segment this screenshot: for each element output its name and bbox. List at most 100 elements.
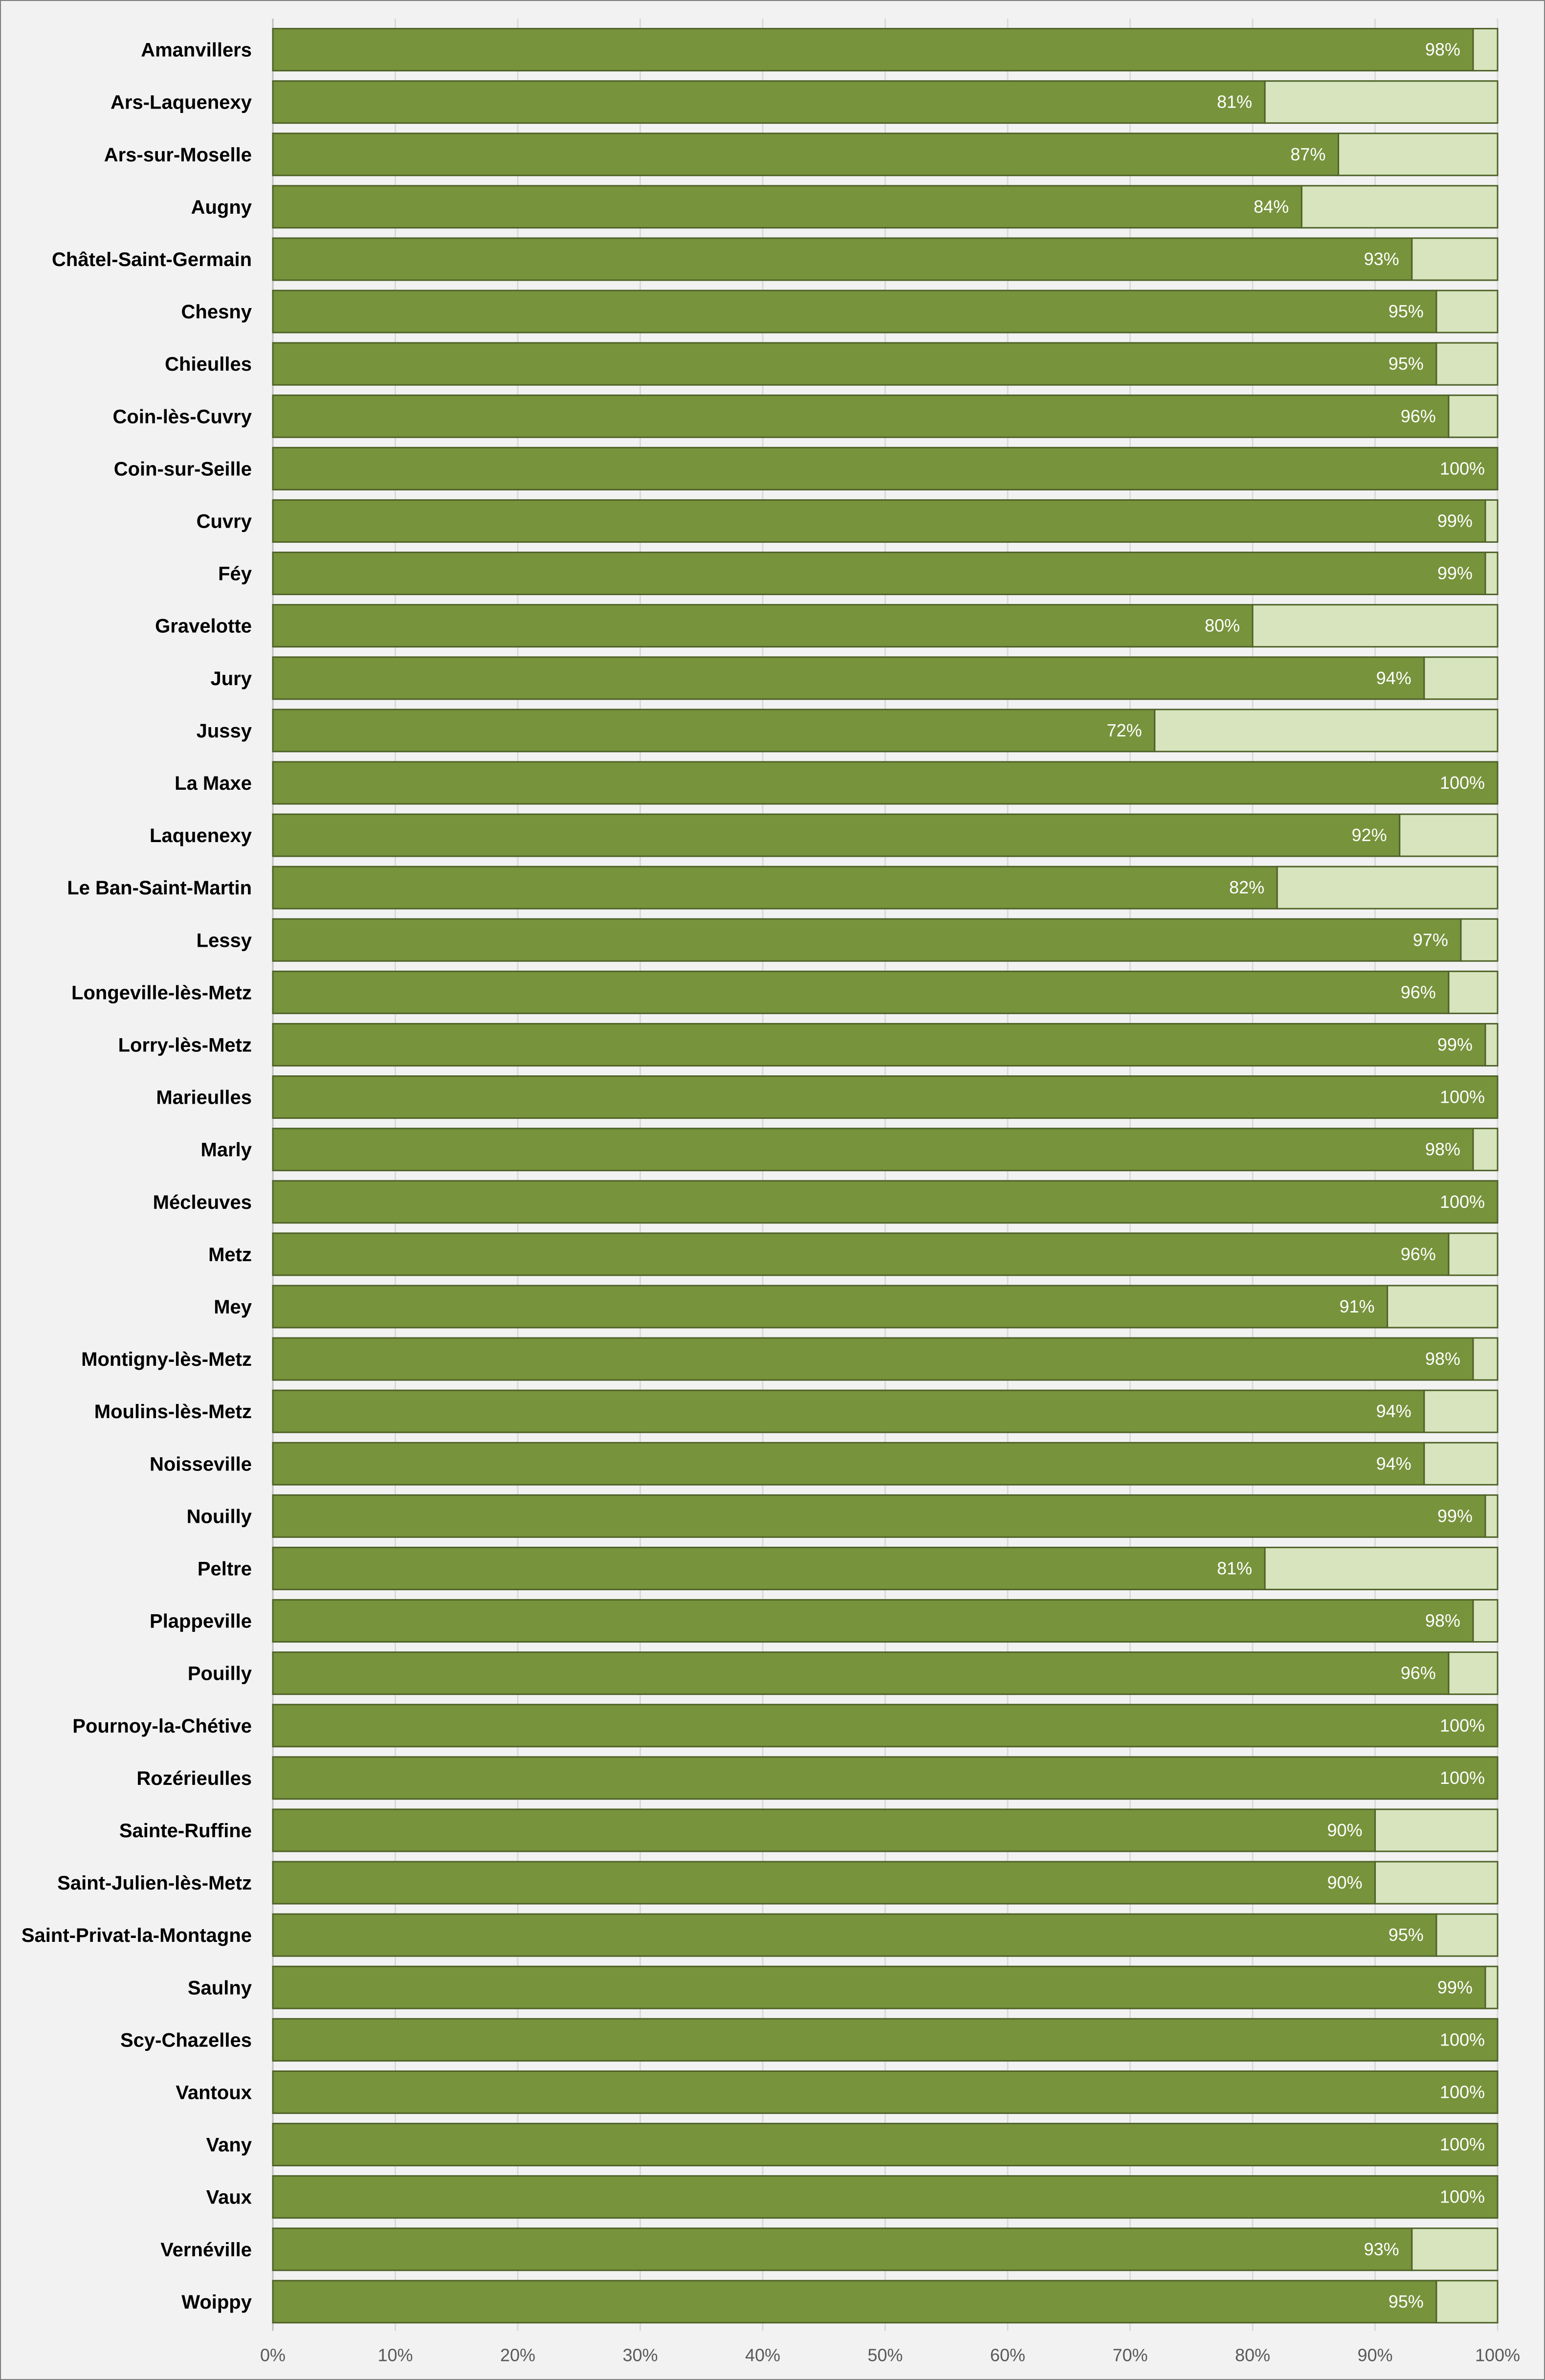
bar-value	[272, 2280, 1437, 2324]
bar-value	[272, 761, 1499, 805]
data-label: 96%	[1401, 982, 1436, 1002]
data-label: 95%	[1389, 301, 1424, 321]
data-label: 91%	[1339, 1296, 1374, 1316]
data-label: 80%	[1205, 616, 1240, 636]
bar-value	[272, 28, 1474, 72]
bar-row: 84%	[272, 185, 1499, 229]
bar-value	[272, 2123, 1499, 2167]
bar-value	[272, 1389, 1425, 1433]
data-label: 98%	[1425, 1139, 1460, 1159]
bar-remainder	[1472, 1337, 1499, 1381]
data-label: 97%	[1413, 930, 1448, 950]
category-label: Rozérieulles	[136, 1768, 252, 1789]
bar-row: 100%	[272, 446, 1499, 490]
bar-value	[272, 1808, 1376, 1852]
x-tick-label: 0%	[260, 2345, 286, 2365]
bar-row: 82%	[272, 866, 1499, 910]
category-label: Longeville-lès-Metz	[71, 982, 252, 1003]
category-labels: Amanvillers Ars-Laquenexy Ars-sur-Moselle A…	[22, 40, 252, 2313]
x-axis-ticks: 0% 10% 20% 30% 40% 50% 60% 70% 80% 90% 100%	[260, 2345, 1520, 2365]
data-label: 100%	[1440, 2135, 1485, 2155]
bar-row: 95%	[272, 1913, 1499, 1957]
bar-value	[272, 342, 1437, 386]
bar-row: 98%	[272, 28, 1499, 72]
bar-row: 94%	[272, 1389, 1499, 1433]
data-label: 96%	[1401, 1663, 1436, 1683]
bar-remainder	[1484, 1023, 1499, 1067]
bar-value	[272, 813, 1401, 857]
category-label: Pouilly	[188, 1663, 252, 1685]
bar-value	[272, 1337, 1474, 1381]
bar-value	[272, 1965, 1486, 2009]
bar-value	[272, 1913, 1437, 1957]
bar-remainder	[1423, 1389, 1499, 1433]
category-label: Chieulles	[165, 354, 252, 375]
data-label: 94%	[1376, 1453, 1412, 1473]
data-label: 99%	[1437, 1506, 1473, 1526]
category-label: Ars-sur-Moselle	[104, 144, 252, 166]
bar-value	[272, 1861, 1376, 1905]
bar-row: 96%	[272, 1232, 1499, 1276]
category-label: Pournoy-la-Chétive	[72, 1715, 252, 1737]
x-tick-label: 80%	[1235, 2345, 1270, 2365]
category-label: Marly	[201, 1139, 252, 1161]
bars: 98% 81% 87% 84% 93% 95% 95% 96% 100% 99% 99% 80% 94%…	[272, 28, 1499, 2324]
category-label: Chesny	[181, 301, 252, 323]
bar-value	[272, 446, 1499, 490]
bar-remainder	[1374, 1808, 1499, 1852]
bar-row: 72%	[272, 709, 1499, 753]
data-label: 72%	[1107, 720, 1142, 740]
bar-remainder	[1460, 918, 1499, 962]
bar-value	[272, 2227, 1413, 2271]
data-label: 95%	[1389, 2291, 1424, 2312]
bar-value	[272, 185, 1302, 229]
bar-value	[272, 394, 1450, 438]
bar-row: 81%	[272, 80, 1499, 124]
bar-remainder	[1472, 1128, 1499, 1172]
category-label: Féy	[218, 563, 252, 585]
bar-value	[272, 552, 1486, 596]
data-label: 98%	[1425, 1611, 1460, 1631]
data-label: 100%	[1440, 2082, 1485, 2102]
bar-row: 100%	[272, 2175, 1499, 2219]
data-label: 81%	[1217, 1558, 1252, 1578]
bar-remainder	[1435, 1913, 1499, 1957]
bar-remainder	[1399, 813, 1499, 857]
bar-remainder	[1448, 394, 1499, 438]
bar-value	[272, 1599, 1474, 1643]
data-label: 81%	[1217, 92, 1252, 112]
bar-value	[272, 289, 1437, 334]
bar-row: 100%	[272, 2070, 1499, 2114]
bar-row: 100%	[272, 1075, 1499, 1119]
bar-value	[272, 1546, 1266, 1590]
data-label: 94%	[1376, 1401, 1412, 1421]
data-label: 100%	[1440, 1087, 1485, 1107]
bar-remainder	[1448, 1651, 1499, 1695]
bar-remainder	[1374, 1861, 1499, 1905]
data-label: 90%	[1327, 1820, 1362, 1840]
bar-row: 99%	[272, 552, 1499, 596]
bar-value	[272, 2175, 1499, 2219]
bar-remainder	[1484, 552, 1499, 596]
bar-value	[272, 1232, 1450, 1276]
category-label: Saint-Julien-lès-Metz	[57, 1872, 252, 1894]
category-label: Woippy	[181, 2291, 252, 2313]
x-tick-label: 20%	[500, 2345, 535, 2365]
data-label: 84%	[1254, 197, 1289, 217]
category-label: Le Ban-Saint-Martin	[67, 877, 252, 899]
data-label: 99%	[1437, 511, 1473, 531]
bar-value	[272, 1704, 1499, 1748]
bar-row: 97%	[272, 918, 1499, 962]
bar-remainder	[1411, 2227, 1499, 2271]
bar-row: 98%	[272, 1128, 1499, 1172]
bar-row: 98%	[272, 1337, 1499, 1381]
category-label: Montigny-lès-Metz	[81, 1349, 252, 1370]
bar-value	[272, 2070, 1499, 2114]
category-label: Amanvillers	[141, 40, 252, 61]
category-label: Vaux	[206, 2187, 252, 2208]
bar-row: 100%	[272, 1180, 1499, 1224]
bar-row: 100%	[272, 761, 1499, 805]
category-label: Augny	[191, 197, 252, 218]
data-label: 93%	[1364, 249, 1399, 269]
